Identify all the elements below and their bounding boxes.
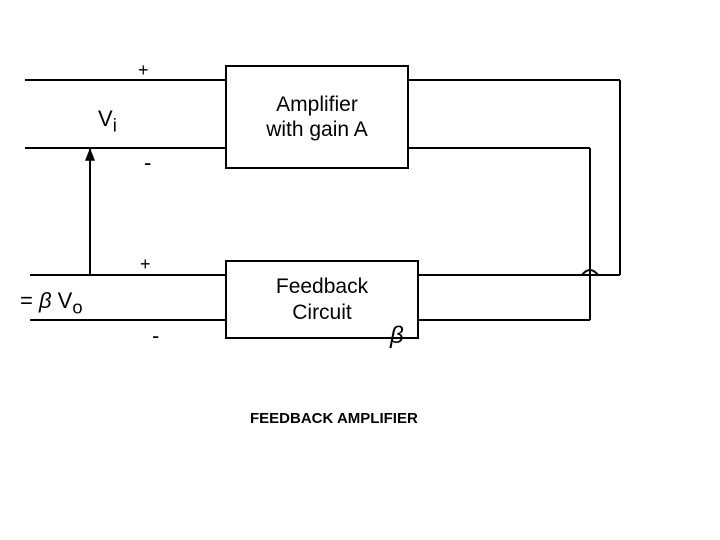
vi-label: Vi — [98, 106, 117, 136]
wire-crossover-arc — [582, 270, 598, 275]
input-minus-symbol: - — [144, 150, 151, 176]
feedback-minus-symbol: - — [152, 323, 159, 349]
feedback-plus-symbol: + — [140, 254, 151, 275]
amplifier-label-line1: Amplifier — [276, 92, 358, 117]
feedback-arrowhead-icon — [85, 148, 95, 161]
diagram-canvas: Amplifier with gain A Feedback Circuit +… — [0, 0, 720, 540]
feedback-label-line1: Feedback — [276, 274, 368, 299]
beta-label: β — [390, 322, 404, 350]
input-plus-symbol: + — [138, 60, 149, 81]
diagram-caption: FEEDBACK AMPLIFIER — [250, 410, 418, 427]
amplifier-label-line2: with gain A — [266, 117, 368, 142]
beta-vo-label: = β Vo — [20, 288, 83, 318]
amplifier-block: Amplifier with gain A — [225, 65, 409, 169]
feedback-label-line2: Circuit — [292, 300, 352, 325]
